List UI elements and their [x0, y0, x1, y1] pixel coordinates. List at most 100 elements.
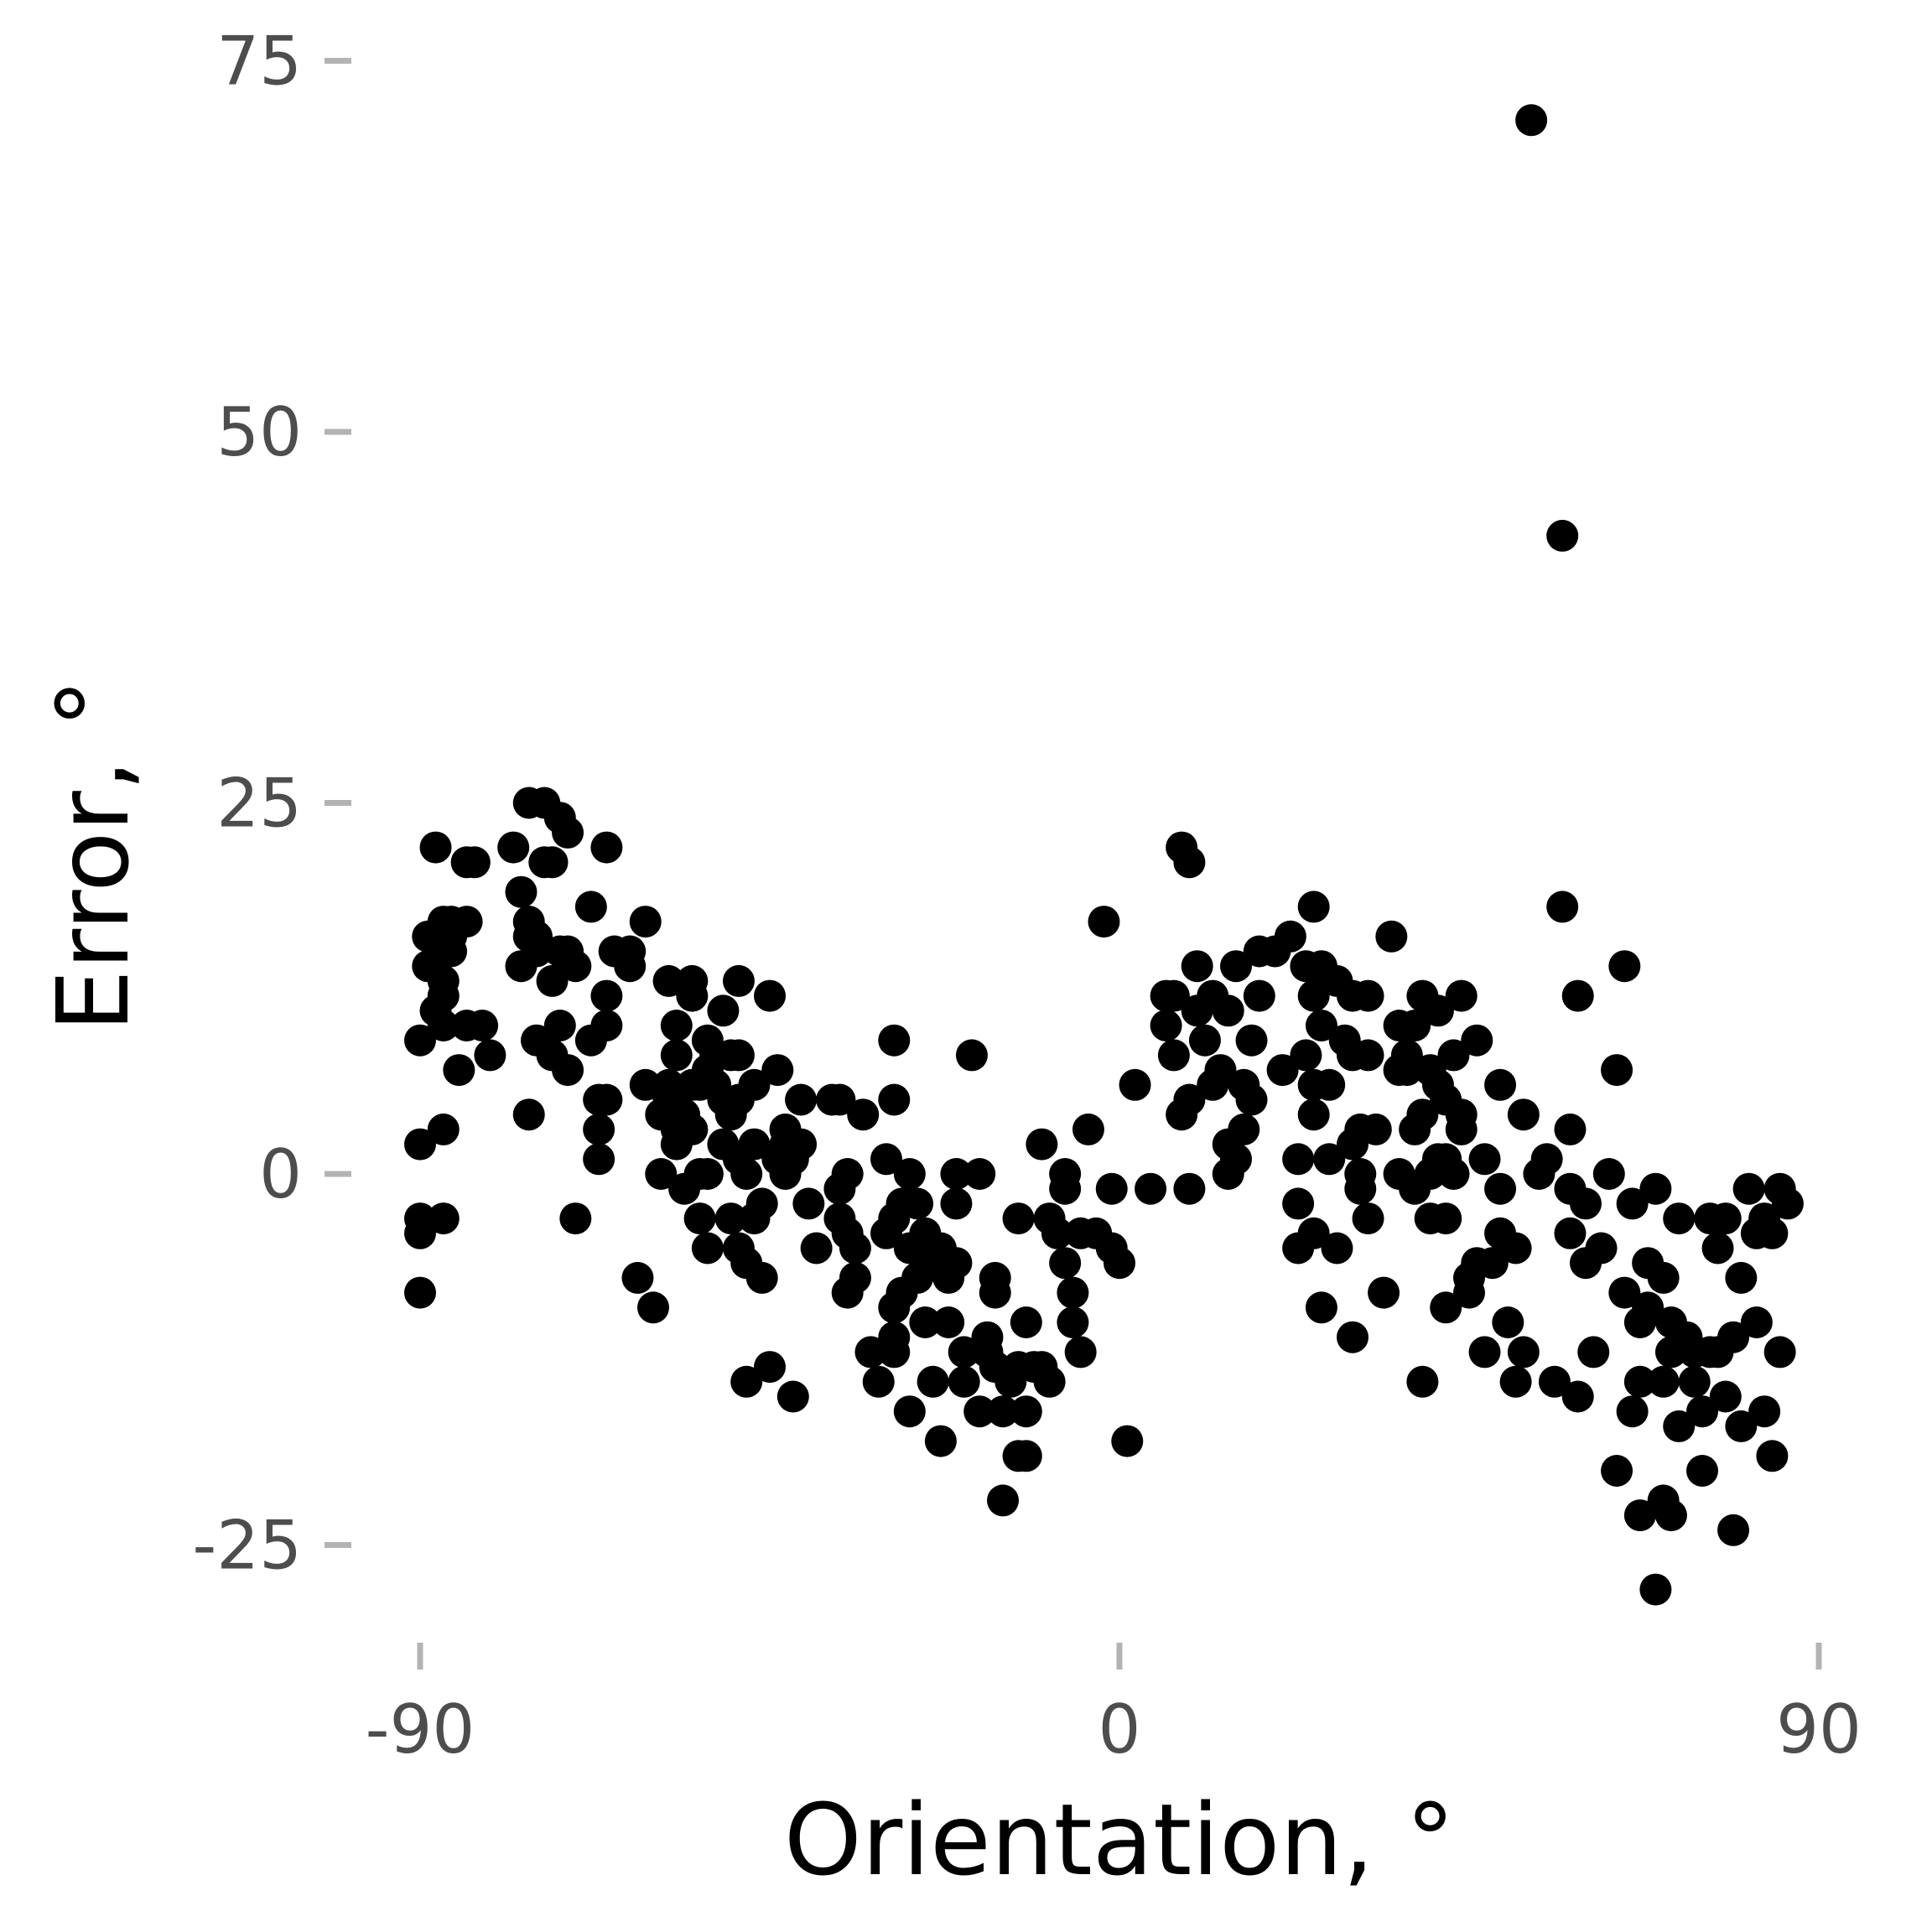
data-point	[1632, 1291, 1665, 1324]
data-point	[1437, 1039, 1470, 1072]
data-point	[1601, 1455, 1633, 1487]
data-point	[1623, 1499, 1656, 1532]
data-point	[419, 831, 452, 864]
data-point	[1771, 1187, 1804, 1220]
data-point	[963, 1395, 996, 1428]
data-point	[1725, 1410, 1758, 1442]
data-point	[839, 1261, 871, 1294]
data-point	[1243, 979, 1275, 1012]
data-point	[707, 995, 740, 1027]
data-point	[1274, 920, 1306, 953]
data-point	[1430, 1291, 1462, 1324]
data-point	[785, 1128, 818, 1161]
data-point	[745, 1261, 778, 1294]
data-point	[590, 1083, 623, 1116]
data-point	[1390, 1039, 1423, 1072]
data-point	[1499, 1232, 1532, 1265]
data-point	[870, 1143, 902, 1176]
data-point	[940, 1247, 973, 1280]
data-point	[893, 1158, 926, 1190]
data-point	[878, 1083, 911, 1116]
data-point	[722, 964, 755, 997]
data-point	[1002, 1202, 1035, 1235]
data-point	[1484, 1068, 1517, 1101]
data-point	[1135, 1172, 1167, 1205]
data-point	[1476, 1247, 1509, 1280]
data-point	[1297, 891, 1330, 923]
data-point	[1499, 1365, 1532, 1398]
data-point	[932, 1306, 965, 1338]
data-point	[543, 1010, 576, 1041]
data-point	[1111, 1425, 1144, 1457]
data-point	[1740, 1306, 1773, 1338]
y-axis: -25 0 25 50 75	[192, 23, 351, 1585]
data-point	[1421, 995, 1454, 1027]
data-point	[1678, 1365, 1711, 1398]
data-point	[1748, 1395, 1781, 1428]
data-point	[1538, 1365, 1571, 1398]
data-point	[497, 831, 530, 864]
data-point	[536, 846, 569, 879]
data-point	[1228, 1113, 1260, 1145]
data-point	[754, 1351, 786, 1384]
data-point	[1220, 950, 1252, 983]
data-point	[1601, 1054, 1633, 1087]
data-point	[1763, 1336, 1796, 1368]
data-point	[1010, 1440, 1042, 1472]
data-point	[1095, 1172, 1128, 1205]
data-point	[1445, 979, 1478, 1012]
data-point	[1173, 846, 1206, 879]
data-point	[404, 1276, 436, 1309]
data-point	[878, 1024, 911, 1057]
data-point	[1313, 1143, 1346, 1176]
data-point	[1157, 1039, 1190, 1072]
data-point	[1554, 1113, 1587, 1145]
data-point	[1399, 1010, 1431, 1041]
data-point	[652, 964, 685, 997]
data-point	[1546, 519, 1579, 552]
data-point	[1663, 1202, 1696, 1235]
data-point	[1321, 1232, 1353, 1265]
data-point	[559, 950, 592, 983]
y-axis-title: Error, °	[35, 678, 151, 1032]
data-point	[660, 1039, 693, 1072]
data-point	[691, 1158, 724, 1190]
data-point	[427, 979, 460, 1012]
data-point	[683, 1202, 716, 1235]
x-tick-label: 0	[1098, 1690, 1141, 1768]
data-point	[1647, 1365, 1680, 1398]
data-point	[1616, 1395, 1649, 1428]
data-point	[1639, 1573, 1672, 1606]
data-point	[1507, 1336, 1540, 1368]
data-point	[1212, 995, 1244, 1027]
data-point	[1570, 1187, 1602, 1220]
data-point	[1608, 950, 1641, 983]
data-point	[730, 1158, 763, 1190]
data-point	[443, 1054, 475, 1087]
data-point	[924, 1425, 957, 1457]
data-point	[1313, 1068, 1346, 1101]
data-point	[474, 1039, 506, 1072]
data-point	[955, 1039, 988, 1072]
data-point	[1266, 1054, 1299, 1087]
data-point	[1546, 891, 1579, 923]
data-point	[1732, 1172, 1765, 1205]
data-point	[1049, 1172, 1082, 1205]
data-point	[1297, 1217, 1330, 1249]
data-point	[1290, 1039, 1322, 1072]
data-point	[458, 846, 491, 879]
x-tick-label: 90	[1776, 1690, 1862, 1768]
data-point	[1406, 1365, 1439, 1398]
data-point	[1010, 1395, 1042, 1428]
data-point	[1188, 1024, 1221, 1057]
data-point	[1220, 1143, 1252, 1176]
data-point	[940, 1187, 973, 1220]
data-point	[1352, 1039, 1384, 1072]
data-point	[1368, 1276, 1400, 1309]
data-point	[1445, 1113, 1478, 1145]
data-point	[1577, 1336, 1610, 1368]
data-point	[1352, 1202, 1384, 1235]
data-point	[427, 1010, 460, 1041]
data-point	[1709, 1202, 1742, 1235]
data-point	[1057, 1276, 1089, 1309]
